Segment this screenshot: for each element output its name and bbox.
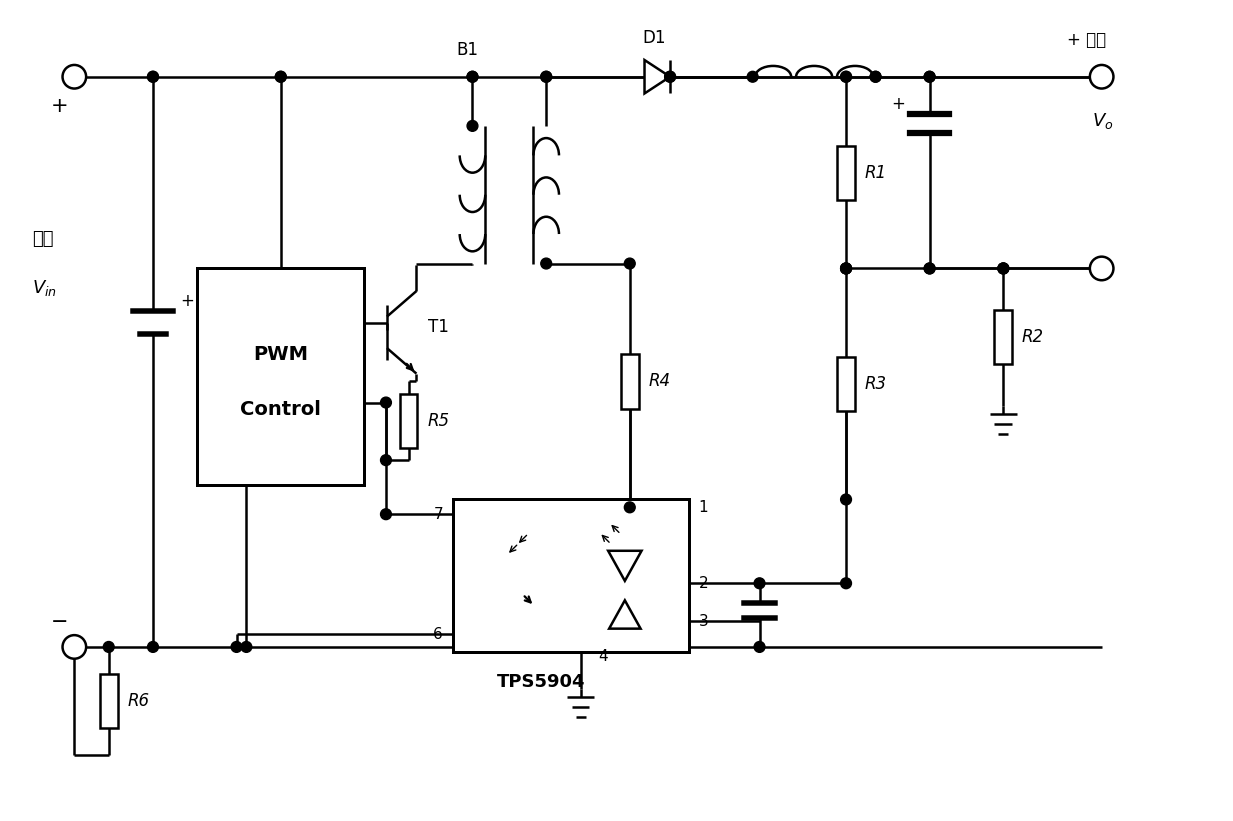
Circle shape <box>1090 257 1113 280</box>
Text: R4: R4 <box>649 373 671 391</box>
Text: R1: R1 <box>864 163 887 181</box>
Polygon shape <box>645 60 670 94</box>
Bar <box>100 674 117 728</box>
Circle shape <box>231 641 242 653</box>
Circle shape <box>63 65 86 89</box>
Text: 7: 7 <box>433 507 443 521</box>
Circle shape <box>275 71 286 82</box>
Circle shape <box>541 258 551 269</box>
Text: R5: R5 <box>428 412 449 430</box>
Circle shape <box>275 71 286 82</box>
Polygon shape <box>609 600 641 629</box>
Circle shape <box>841 494 852 505</box>
Circle shape <box>381 509 391 520</box>
Text: +: + <box>180 292 195 310</box>
Text: Control: Control <box>240 400 322 419</box>
Circle shape <box>925 263 935 274</box>
Text: +: + <box>51 96 68 117</box>
Bar <box>995 310 1012 365</box>
Circle shape <box>997 263 1009 274</box>
Circle shape <box>381 455 391 466</box>
Text: TPS5904: TPS5904 <box>497 673 586 691</box>
Text: $V_{in}$: $V_{in}$ <box>32 278 57 298</box>
Bar <box>197 268 364 484</box>
Circle shape <box>467 121 478 131</box>
Text: 输入: 输入 <box>32 230 53 248</box>
Text: $V_o$: $V_o$ <box>1091 111 1113 131</box>
Circle shape <box>63 635 86 658</box>
Circle shape <box>104 641 115 653</box>
Circle shape <box>624 258 635 269</box>
Circle shape <box>541 71 551 82</box>
Circle shape <box>925 263 935 274</box>
Circle shape <box>665 71 676 82</box>
Circle shape <box>841 263 852 274</box>
Circle shape <box>870 71 880 82</box>
Circle shape <box>925 71 935 82</box>
Circle shape <box>841 71 852 82</box>
Circle shape <box>148 641 158 653</box>
Circle shape <box>467 71 478 82</box>
Circle shape <box>148 71 158 82</box>
Bar <box>399 394 418 448</box>
Text: 3: 3 <box>699 614 708 629</box>
Text: 2: 2 <box>699 576 708 591</box>
Text: R6: R6 <box>127 692 149 710</box>
Circle shape <box>665 71 676 82</box>
Circle shape <box>467 71 478 82</box>
Circle shape <box>997 263 1009 274</box>
Circle shape <box>841 263 852 274</box>
Bar <box>621 355 639 409</box>
Text: T1: T1 <box>428 319 449 337</box>
Circle shape <box>240 641 252 653</box>
Text: 6: 6 <box>433 626 443 642</box>
Circle shape <box>755 578 764 589</box>
Text: R3: R3 <box>864 375 887 393</box>
Circle shape <box>841 263 852 274</box>
Text: B1: B1 <box>456 41 478 59</box>
Circle shape <box>870 71 880 82</box>
Circle shape <box>381 397 391 408</box>
Text: 1: 1 <box>699 500 708 515</box>
Circle shape <box>541 71 551 82</box>
Circle shape <box>747 71 758 82</box>
Text: PWM: PWM <box>253 346 308 365</box>
Text: +: + <box>891 94 905 112</box>
Text: −: − <box>51 612 68 632</box>
Bar <box>837 145 854 200</box>
Circle shape <box>841 71 852 82</box>
Text: D1: D1 <box>642 30 666 48</box>
Circle shape <box>755 641 764 653</box>
Circle shape <box>148 71 158 82</box>
Text: R2: R2 <box>1022 328 1044 346</box>
Bar <box>453 499 689 652</box>
Polygon shape <box>608 551 641 581</box>
Text: + 输出: + 输出 <box>1068 31 1106 49</box>
Bar <box>837 357 854 411</box>
Circle shape <box>841 578 852 589</box>
Circle shape <box>997 263 1009 274</box>
Circle shape <box>925 71 935 82</box>
Circle shape <box>624 502 635 513</box>
Text: 4: 4 <box>598 649 608 664</box>
Circle shape <box>1090 65 1113 89</box>
